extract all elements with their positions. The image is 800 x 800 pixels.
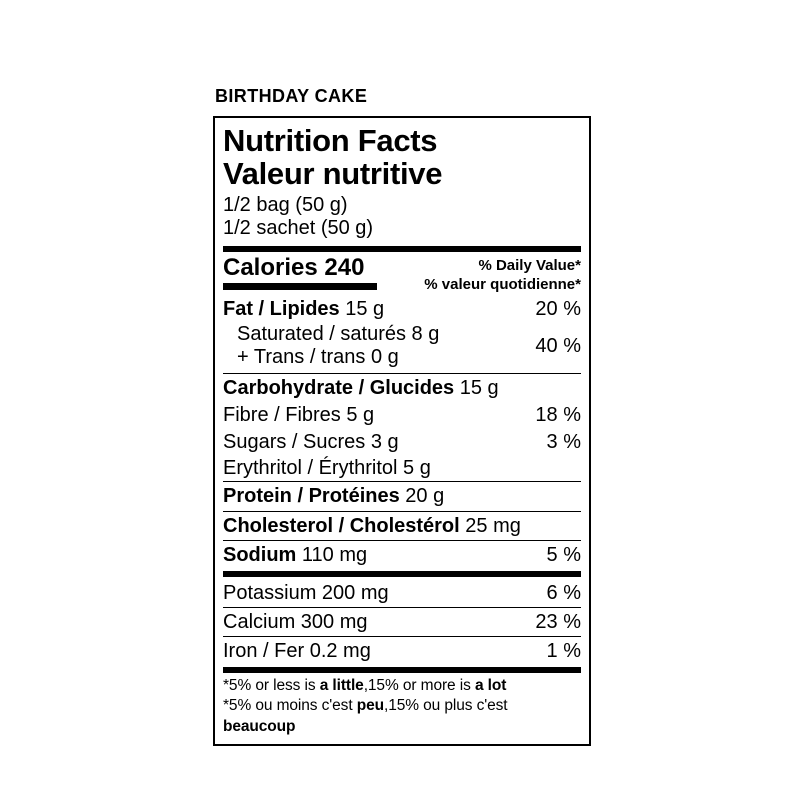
footnote-fr: *5% ou moins c'est peu,15% ou plus c'est… [223, 697, 508, 735]
row-fibre-label: Fibre / Fibres 5 g [223, 404, 375, 427]
separator [223, 481, 581, 483]
serving-size-en: 1/2 bag (50 g) [223, 194, 348, 217]
row-saturated-trans: Saturated / saturés 8 g + Trans / trans … [223, 323, 581, 373]
separator [223, 510, 581, 512]
row-calcium-percent: 23 % [535, 611, 581, 634]
row-erythritol: Erythritol / Érythritol 5 g [223, 455, 581, 481]
thick-divider-top [223, 245, 581, 252]
panel-title-fr: Valeur nutritive [223, 156, 443, 192]
thick-divider-bottom [223, 666, 581, 673]
daily-value-header: % Daily Value* % valeur quotidienne* [424, 254, 581, 295]
row-iron-label: Iron / Fer 0.2 mg [223, 640, 371, 663]
row-sodium-percent: 5 % [546, 544, 581, 567]
row-calcium: Calcium 300 mg 23 % [223, 608, 581, 636]
row-fat-percent: 20 % [535, 297, 581, 320]
row-fat: Fat / Lipides 15 g 20 % [223, 295, 581, 323]
separator [223, 540, 581, 542]
row-fat-label: Fat / Lipides 15 g [223, 297, 385, 320]
row-carbohydrate-label: Carbohydrate / Glucides 15 g [223, 376, 499, 399]
row-cholesterol-label: Cholesterol / Cholestérol 25 mg [223, 514, 521, 537]
row-iron-percent: 1 % [546, 640, 581, 663]
panel-title-en: Nutrition Facts [223, 123, 438, 158]
row-calcium-label: Calcium 300 mg [223, 611, 368, 634]
row-cholesterol: Cholesterol / Cholestérol 25 mg [223, 512, 581, 540]
row-protein-label: Protein / Protéines 20 g [223, 485, 445, 508]
row-fibre-percent: 18 % [535, 404, 581, 427]
separator [223, 636, 581, 638]
thick-divider-middle [223, 570, 581, 577]
row-trans-label: + Trans / trans 0 g [237, 346, 399, 369]
nutrition-facts-panel: Nutrition Facts Valeur nutritive 1/2 bag… [213, 116, 591, 747]
row-iron: Iron / Fer 0.2 mg 1 % [223, 637, 581, 665]
row-saturated-trans-percent: 40 % [535, 334, 581, 357]
row-fibre: Fibre / Fibres 5 g 18 % [223, 402, 581, 428]
saturated-trans-lines: Saturated / saturés 8 g + Trans / trans … [223, 323, 439, 369]
calories-row: Calories 240 % Daily Value* % valeur quo… [223, 254, 581, 295]
row-sodium: Sodium 110 mg 5 % [223, 541, 581, 569]
row-sugars-label: Sugars / Sucres 3 g [223, 430, 399, 453]
row-protein: Protein / Protéines 20 g [223, 482, 581, 510]
row-potassium: Potassium 200 mg 6 % [223, 579, 581, 607]
row-sodium-label: Sodium 110 mg [223, 544, 368, 567]
row-erythritol-label: Erythritol / Érythritol 5 g [223, 457, 431, 480]
separator [223, 372, 581, 374]
product-title: BIRTHDAY CAKE [215, 86, 368, 106]
serving-size-fr: 1/2 sachet (50 g) [223, 217, 374, 240]
row-saturated-label: Saturated / saturés 8 g [237, 323, 440, 346]
calories-label: Calories 240 [223, 254, 378, 291]
row-sugars: Sugars / Sucres 3 g 3 % [223, 429, 581, 455]
daily-value-header-fr: % valeur quotidienne* [424, 276, 581, 294]
daily-value-header-en: % Daily Value* [478, 256, 581, 274]
row-potassium-label: Potassium 200 mg [223, 581, 389, 604]
row-sugars-percent: 3 % [546, 430, 581, 453]
footnote-en: *5% or less is a little,15% or more is a… [223, 676, 507, 694]
row-carbohydrate: Carbohydrate / Glucides 15 g [223, 374, 581, 402]
nutrition-label-region: BIRTHDAY CAKE Nutrition Facts Valeur nut… [213, 86, 591, 747]
separator [223, 607, 581, 609]
row-potassium-percent: 6 % [546, 581, 581, 604]
